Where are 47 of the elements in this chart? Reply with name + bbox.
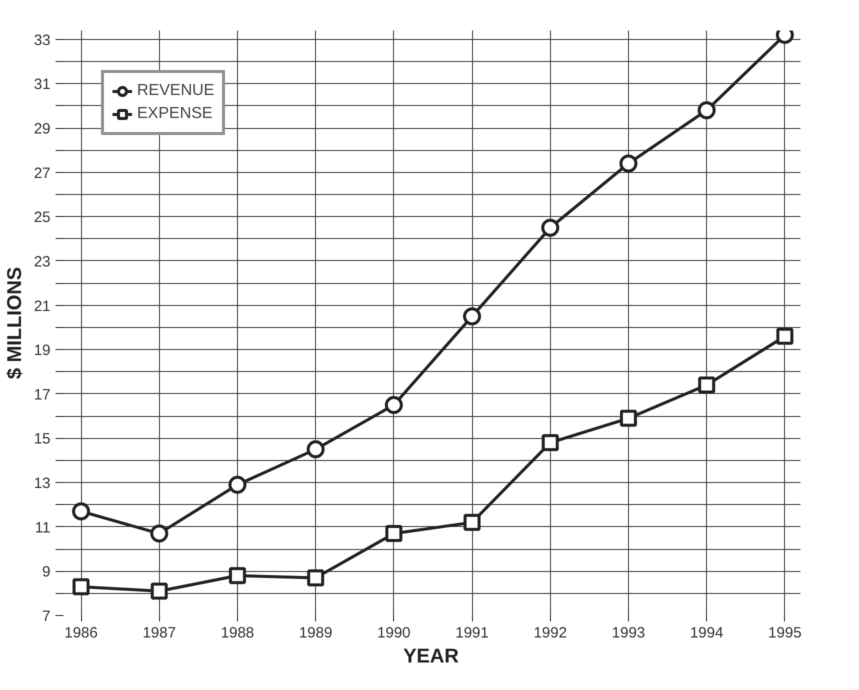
- point: [698, 376, 716, 394]
- point: [463, 307, 482, 326]
- x-tick-label: 1993: [612, 624, 646, 642]
- point: [542, 434, 559, 452]
- point: [384, 396, 403, 414]
- x-tick-label: 1989: [298, 624, 332, 642]
- point: [150, 524, 168, 542]
- y-tick-label: 13: [34, 475, 51, 492]
- y-tick-label: 31: [34, 76, 51, 94]
- x-axis-title: YEAR: [403, 646, 460, 668]
- point: [72, 578, 90, 596]
- x-tick-label: 1986: [64, 624, 98, 642]
- y-tick-label: 29: [34, 120, 51, 138]
- legend-label: REVENUE: [137, 82, 214, 100]
- point: [619, 154, 638, 172]
- y-tick-label: 25: [34, 209, 51, 226]
- point: [72, 502, 90, 520]
- y-tick-label: 27: [34, 164, 51, 182]
- y-tick-label: 11: [34, 519, 51, 536]
- y-tick-label: 7: [42, 608, 50, 625]
- point: [776, 328, 794, 345]
- x-tick-label: 1988: [220, 624, 254, 642]
- x-tick-label: 1995: [768, 624, 802, 642]
- point: [228, 476, 246, 494]
- x-tick-label: 1994: [690, 624, 724, 642]
- legend-label: EXPENSE: [137, 105, 213, 123]
- y-tick-label: 33: [34, 32, 51, 49]
- y-axis-title: $ MILLIONS: [4, 266, 26, 380]
- x-tick-label: 1991: [455, 624, 489, 642]
- point: [464, 514, 481, 531]
- point: [541, 218, 560, 237]
- y-tick-label: 19: [34, 342, 51, 360]
- x-tick-label: 1992: [534, 624, 567, 642]
- y-tick-label: 15: [34, 430, 51, 448]
- y-tick-label: 17: [34, 386, 51, 404]
- y-tick-label: 21: [34, 298, 51, 315]
- point: [698, 101, 716, 120]
- point: [385, 525, 402, 542]
- point: [150, 582, 168, 600]
- point: [620, 410, 637, 427]
- x-tick-label: 1987: [142, 624, 176, 642]
- point: [228, 567, 246, 584]
- y-tick-label: 23: [34, 253, 51, 270]
- y-tick-label: 9: [42, 564, 50, 581]
- x-tick-label: 1990: [377, 624, 411, 642]
- point: [307, 569, 324, 586]
- point: [306, 440, 325, 458]
